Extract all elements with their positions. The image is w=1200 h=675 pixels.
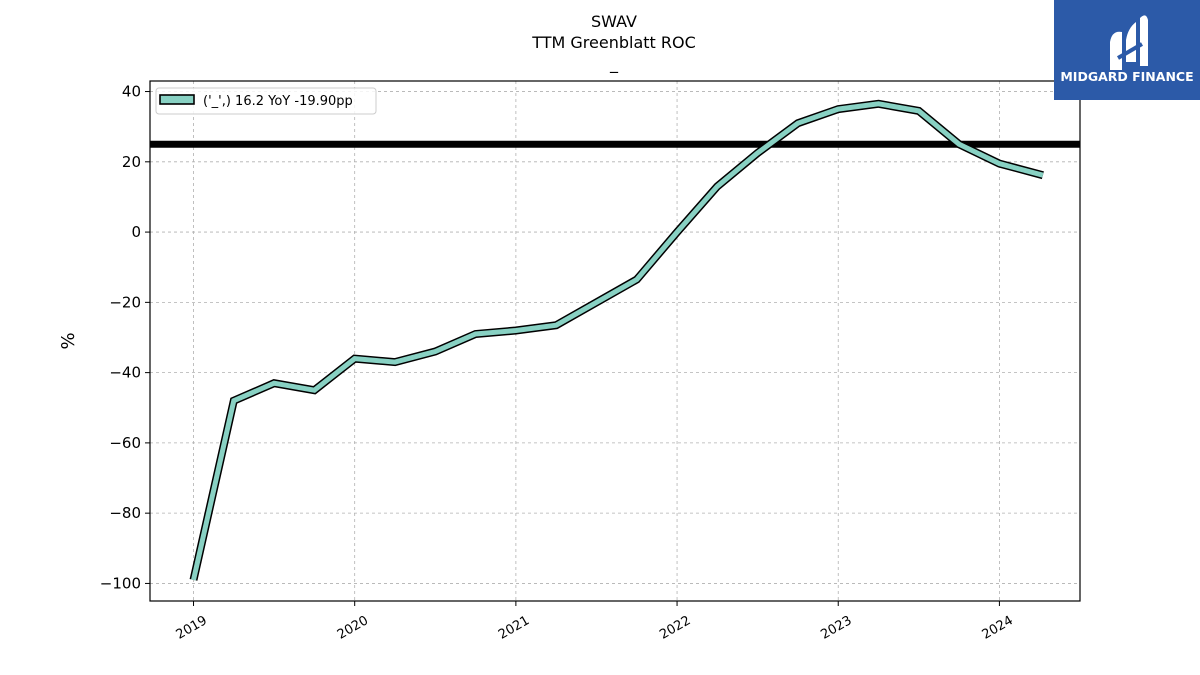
chart-title-line2: TTM Greenblatt ROC — [531, 33, 696, 52]
y-tick-label: −60 — [109, 434, 141, 452]
y-tick-label: 40 — [122, 83, 141, 101]
chart-title-line3: _ — [609, 54, 619, 74]
y-axis-label: % — [58, 332, 79, 349]
chart-title-line1: SWAV — [591, 12, 637, 31]
y-tick-label: −80 — [109, 504, 141, 522]
legend: ('_',) 16.2 YoY -19.90pp — [155, 87, 377, 115]
legend-box — [155, 87, 377, 115]
y-tick-label: −100 — [100, 574, 141, 592]
axes-frame — [149, 80, 1081, 602]
y-axis-ticks: 40 20 0 −20 −40 −60 −80 −100 — [100, 83, 150, 592]
midgard-logo-icon — [1110, 15, 1148, 70]
series-lines — [189, 99, 1044, 581]
logo-text: MIDGARD FINANCE — [1060, 69, 1193, 84]
y-tick-label: −20 — [109, 293, 141, 311]
series-line — [191, 101, 1044, 581]
legend-swatch — [159, 94, 195, 105]
legend-label: ('_',) 16.2 YoY -19.90pp — [203, 94, 353, 109]
y-tick-label: 20 — [122, 153, 141, 171]
y-tick-label: −40 — [109, 364, 141, 382]
midgard-finance-logo: MIDGARD FINANCE — [1054, 0, 1200, 100]
y-tick-label: 0 — [131, 223, 141, 241]
